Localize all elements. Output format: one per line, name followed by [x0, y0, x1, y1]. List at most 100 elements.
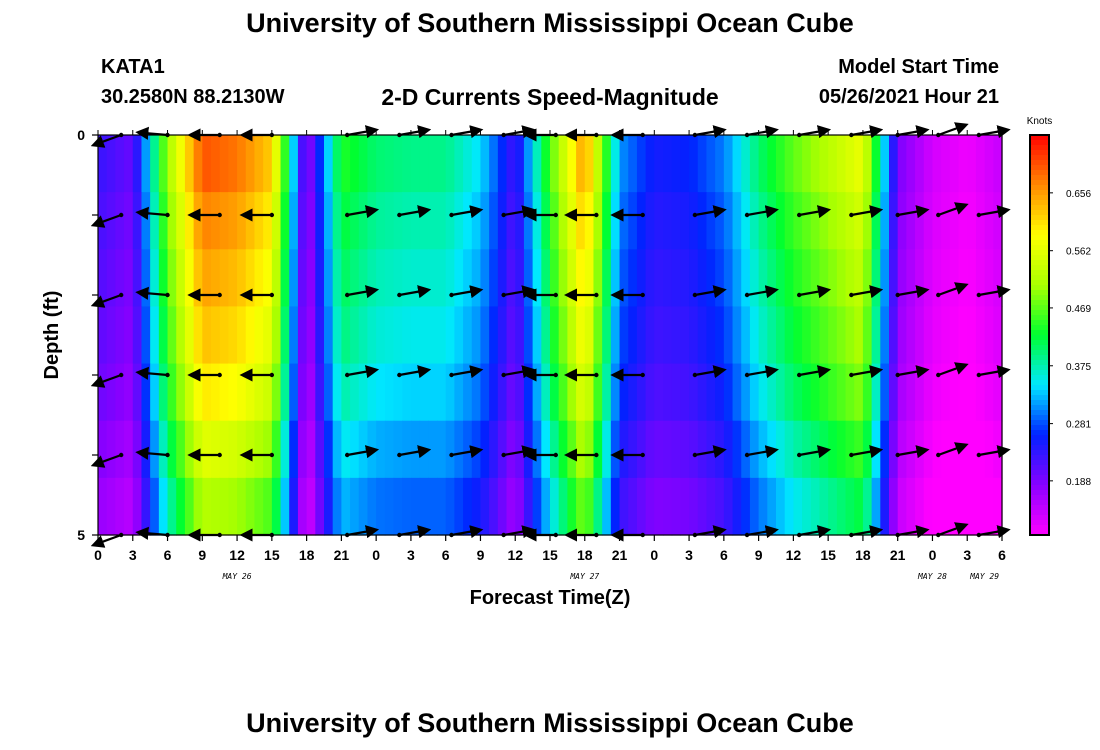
- heatmap-cell: [132, 477, 143, 536]
- heatmap-cell: [158, 249, 169, 308]
- heatmap-cell: [497, 306, 508, 365]
- heatmap-cell: [211, 363, 221, 422]
- heatmap-cell: [828, 363, 838, 422]
- heatmap-cell: [219, 306, 229, 365]
- arrow-origin: [796, 372, 802, 378]
- heatmap-cell: [862, 477, 873, 536]
- colorbar-cell: [1030, 175, 1049, 181]
- arrow-origin: [118, 372, 124, 378]
- heatmap-cell: [602, 363, 612, 422]
- colorbar-cell: [1030, 525, 1049, 531]
- heatmap-cell: [932, 363, 942, 422]
- heatmap-cell: [619, 249, 629, 308]
- heatmap-cell: [141, 306, 151, 365]
- colorbar-cell: [1030, 395, 1049, 401]
- arrow-origin: [269, 452, 275, 458]
- heatmap-cell: [550, 135, 560, 193]
- current-arrow: [90, 533, 122, 548]
- current-arrow: [746, 205, 779, 219]
- x-tick-label: 18: [855, 547, 871, 563]
- heatmap-cell: [124, 477, 134, 536]
- heatmap-cell: [211, 135, 221, 193]
- heatmap-cell: [523, 249, 534, 308]
- heatmap-cell: [828, 477, 838, 536]
- current-arrow: [746, 445, 779, 459]
- heatmap-cell: [932, 306, 942, 365]
- heatmap-cell: [836, 420, 847, 479]
- heatmap-cell: [471, 135, 482, 193]
- heatmap-cell: [358, 420, 369, 479]
- heatmap-cell: [132, 249, 143, 308]
- heatmap-cell: [906, 306, 916, 365]
- heatmap-cell: [176, 192, 186, 250]
- heatmap-cell: [802, 420, 812, 479]
- colorbar-cell: [1030, 430, 1049, 436]
- heatmap-cell: [106, 135, 116, 193]
- heatmap-cell: [176, 420, 186, 479]
- heatmap-cell: [263, 135, 273, 193]
- arrow-origin: [936, 292, 941, 298]
- colorbar-cell: [1030, 140, 1049, 146]
- heatmap-cell: [732, 192, 742, 250]
- current-arrow: [451, 205, 484, 219]
- current-arrow: [746, 365, 779, 379]
- heatmap-cell: [749, 135, 760, 193]
- heatmap-cell: [184, 306, 195, 365]
- heatmap-cell: [776, 192, 786, 250]
- heatmap-cell: [150, 420, 160, 479]
- heatmap-cell: [237, 135, 247, 193]
- heatmap-cell: [871, 249, 881, 308]
- heatmap-cell: [550, 249, 560, 308]
- heatmap-cell: [237, 306, 247, 365]
- heatmap-cell: [758, 135, 768, 193]
- current-arrow: [135, 366, 168, 380]
- heatmap-cell: [715, 306, 725, 365]
- heatmap-cell: [932, 249, 942, 308]
- heatmap-cell: [975, 420, 986, 479]
- arrow-origin: [640, 452, 645, 458]
- current-arrow: [851, 445, 884, 459]
- heatmap-cell: [445, 192, 455, 250]
- heatmap-cell: [271, 249, 282, 308]
- heatmap-cell: [636, 420, 647, 479]
- heatmap-cell: [975, 306, 986, 365]
- heatmap-cell: [697, 420, 708, 479]
- colorbar-cell: [1030, 495, 1049, 501]
- heatmap-cell: [558, 420, 568, 479]
- colorbar-cell: [1030, 305, 1049, 311]
- heatmap-cell: [767, 135, 777, 193]
- heatmap-cell: [784, 135, 794, 193]
- colorbar-cell: [1030, 350, 1049, 356]
- heatmap-cell: [237, 420, 247, 479]
- arrow-origin: [269, 372, 275, 378]
- heatmap-cell: [106, 363, 116, 422]
- heatmap-cell: [845, 363, 855, 422]
- heatmap-cell: [384, 420, 395, 479]
- heatmap-cell: [471, 363, 482, 422]
- heatmap-cell: [463, 420, 473, 479]
- heatmap-cell: [949, 363, 960, 422]
- date-label: MAY 27: [569, 572, 599, 581]
- x-tick-label: 18: [577, 547, 593, 563]
- arrow-origin: [640, 292, 645, 298]
- heatmap-cell: [532, 135, 542, 193]
- current-arrow: [798, 445, 832, 459]
- arrow-origin: [217, 372, 222, 378]
- current-arrow: [90, 373, 122, 388]
- heatmap-cell: [280, 135, 290, 193]
- heatmap-cell: [515, 420, 525, 479]
- heatmap-cell: [897, 249, 907, 308]
- heatmap-cell: [515, 477, 525, 536]
- heatmap-cell: [176, 363, 186, 422]
- heatmap-cell: [871, 363, 881, 422]
- colorbar-tick-label: 0.562: [1066, 247, 1091, 258]
- heatmap-cell: [975, 192, 986, 250]
- colorbar-cell: [1030, 450, 1049, 456]
- colorbar-cell: [1030, 520, 1049, 526]
- heatmap-cell: [967, 192, 977, 250]
- arrow-origin: [118, 292, 124, 298]
- current-arrow: [897, 205, 930, 219]
- heatmap-cell: [254, 477, 264, 536]
- heatmap-cell: [402, 363, 412, 422]
- heatmap-cell: [124, 135, 134, 193]
